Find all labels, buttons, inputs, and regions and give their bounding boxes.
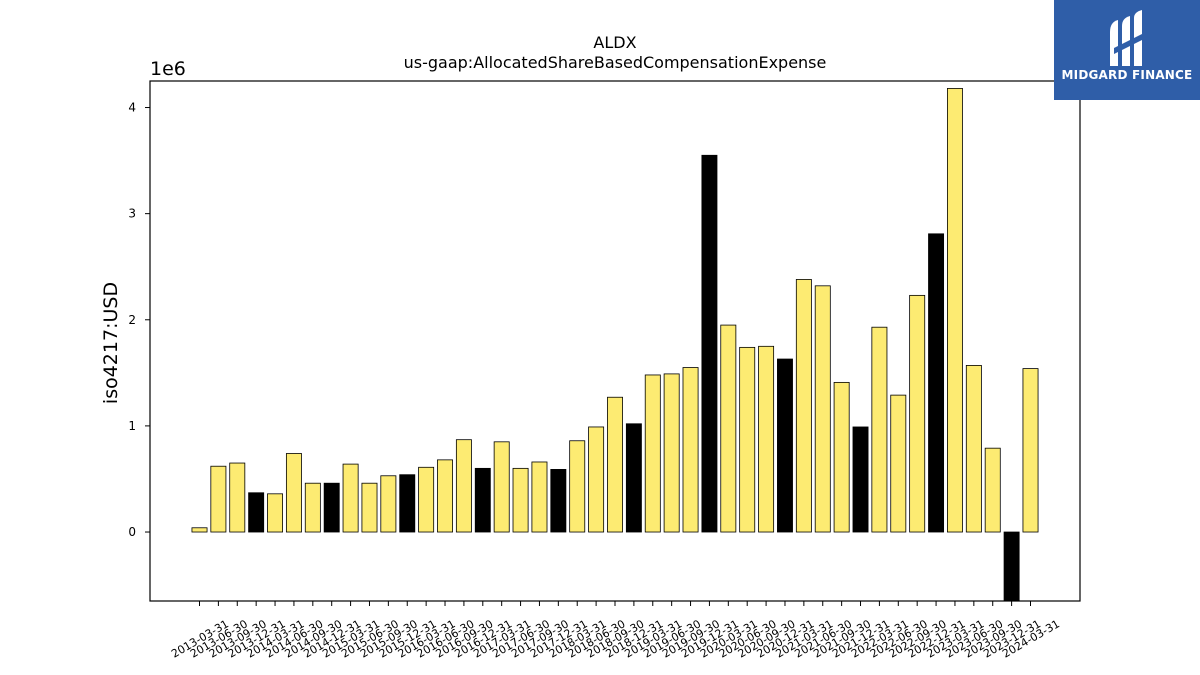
bar-2023-09-30: [984, 447, 1001, 533]
logo-text: MIDGARD FINANCE: [1061, 68, 1193, 82]
brand-logo: MIDGARD FINANCE: [1054, 0, 1200, 100]
y-axis-label: iso4217:USD: [100, 282, 122, 404]
bar-2019-09-30: [682, 367, 699, 533]
y-tick-label: 2: [128, 313, 136, 327]
midgard-logo-icon: [1110, 10, 1142, 66]
bars-group: [191, 88, 1039, 602]
bar-2015-09-30: [380, 475, 397, 533]
bar-2014-03-31: [267, 493, 283, 533]
bar-2013-12-31: [248, 492, 265, 533]
bar-2023-03-31: [947, 88, 963, 533]
bar-2023-06-30: [965, 365, 982, 533]
bar-2013-06-30: [210, 465, 227, 533]
bar-2019-12-31: [701, 154, 718, 533]
bar-2018-06-30: [588, 426, 605, 533]
bar-2015-12-31: [399, 474, 416, 533]
chart-subtitle: us-gaap:AllocatedShareBasedCompensationE…: [404, 53, 827, 72]
y-tick-label: 1: [128, 419, 136, 433]
bar-2020-03-31: [720, 324, 737, 533]
bar-2019-03-31: [644, 374, 661, 533]
bar-2014-09-30: [304, 482, 321, 533]
bar-2021-12-31: [852, 426, 869, 533]
bar-2020-12-31: [777, 358, 793, 533]
y-tick-label: 3: [128, 207, 136, 221]
bar-2017-09-30: [531, 461, 548, 533]
y-ticks-group: 0 1 2 3 4: [128, 101, 150, 539]
bar-2017-06-30: [512, 467, 529, 533]
plot-frame: [149, 80, 1081, 602]
chart-title: ALDX: [593, 33, 636, 52]
bar-2022-06-30: [890, 394, 907, 533]
bar-2016-12-31: [474, 467, 491, 533]
bar-2018-12-31: [625, 423, 642, 533]
bar-2016-09-30: [455, 439, 472, 533]
y-scale-label: 1e6: [150, 58, 186, 80]
bar-2013-09-30: [229, 462, 246, 533]
bar-2024-03-31: [1022, 368, 1039, 533]
bar-2021-09-30: [833, 381, 850, 533]
bar-2016-03-31: [418, 466, 435, 533]
bar-2014-12-31: [323, 482, 340, 533]
bar-2021-06-30: [814, 285, 831, 533]
bar-2021-03-31: [795, 279, 812, 533]
bar-2013-03-31: [191, 527, 208, 533]
bar-2017-03-31: [493, 441, 510, 533]
y-tick-label: 0: [128, 525, 136, 539]
bar-2016-06-30: [437, 459, 453, 533]
bar-2020-09-30: [758, 345, 775, 533]
x-ticks-group: 2013-03-312013-06-302013-09-302013-12-31…: [169, 601, 1062, 661]
bar-2019-06-30: [663, 373, 680, 533]
bar-2022-12-31: [928, 233, 945, 533]
bar-2020-06-30: [739, 346, 756, 533]
bar-2017-12-31: [550, 469, 567, 533]
bar-2014-06-30: [285, 453, 302, 533]
bar-2018-09-30: [607, 396, 623, 533]
bar-2023-12-31: [1003, 531, 1020, 602]
bar-2022-09-30: [909, 294, 926, 533]
bar-2022-03-31: [871, 326, 888, 533]
y-tick-label: 4: [128, 101, 136, 115]
bar-2015-06-30: [361, 482, 378, 533]
bar-2015-03-31: [342, 463, 359, 533]
bar-2018-03-31: [569, 440, 586, 533]
